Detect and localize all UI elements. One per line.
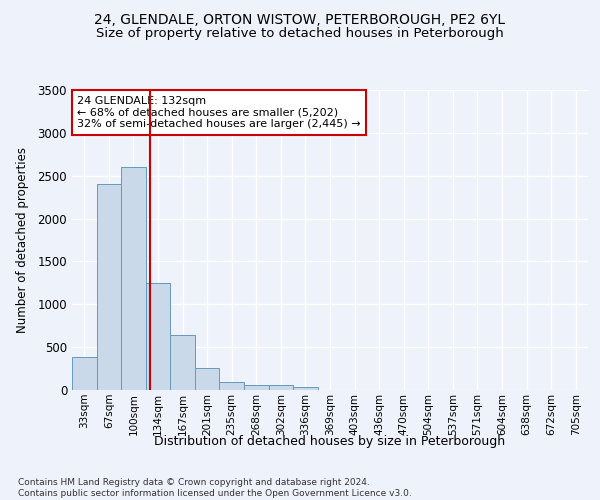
Bar [170,335,195,390]
Bar [146,283,170,390]
Bar [220,382,244,390]
Bar [269,386,293,390]
Text: Distribution of detached houses by size in Peterborough: Distribution of detached houses by size … [154,435,506,448]
Bar [121,167,146,390]
Text: 24 GLENDALE: 132sqm
← 68% of detached houses are smaller (5,202)
32% of semi-det: 24 GLENDALE: 132sqm ← 68% of detached ho… [77,96,361,129]
Y-axis label: Number of detached properties: Number of detached properties [16,147,29,333]
Bar [244,385,269,390]
Text: 24, GLENDALE, ORTON WISTOW, PETERBOROUGH, PE2 6YL: 24, GLENDALE, ORTON WISTOW, PETERBOROUGH… [94,12,506,26]
Bar [293,386,318,390]
Bar [72,356,97,390]
Text: Contains HM Land Registry data © Crown copyright and database right 2024.
Contai: Contains HM Land Registry data © Crown c… [18,478,412,498]
Bar [195,368,220,390]
Bar [97,184,121,390]
Text: Size of property relative to detached houses in Peterborough: Size of property relative to detached ho… [96,28,504,40]
